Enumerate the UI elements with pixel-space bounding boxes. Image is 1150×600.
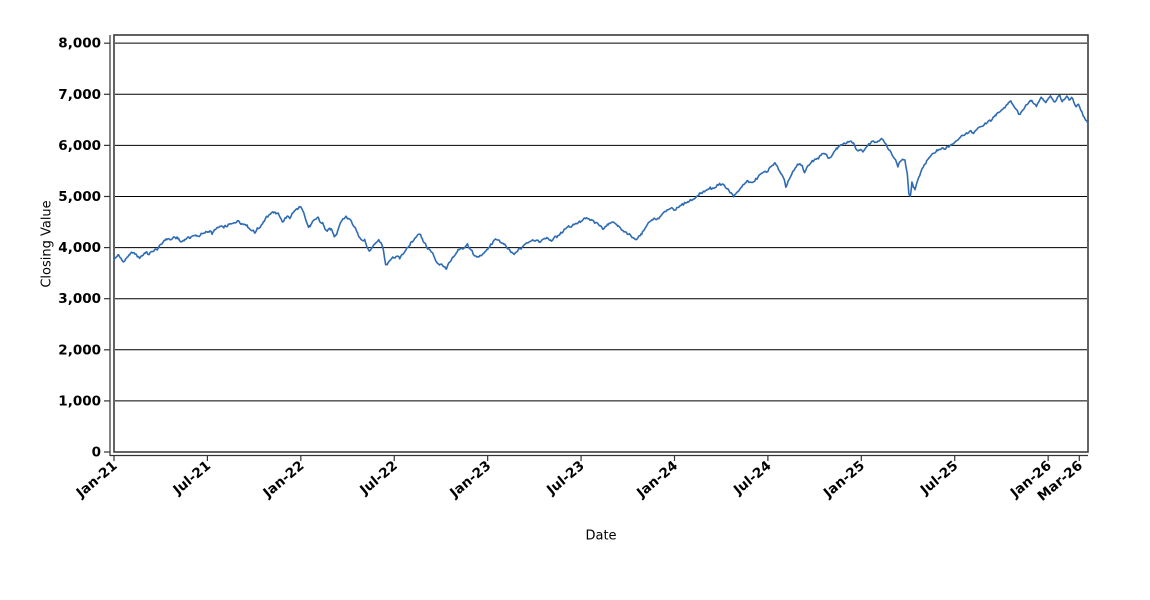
x-tick-label: Jul-24	[730, 458, 774, 499]
x-tick-label: Jan-22	[259, 458, 307, 502]
closing-value-series-line	[113, 94, 1089, 270]
plot-frame	[113, 34, 1089, 453]
x-tick-label: Jul-25	[917, 458, 961, 499]
y-tick-label: 3,000	[58, 291, 101, 307]
x-tick-label: Jan-25	[820, 458, 868, 502]
y-tick-label: 4,000	[58, 240, 101, 256]
y-tick-label: 5,000	[58, 189, 101, 205]
x-axis-title: Date	[585, 528, 617, 544]
y-tick-label: 6,000	[58, 138, 101, 154]
x-tick-label: Jan-23	[446, 458, 494, 502]
x-tick-label: Jul-23	[543, 458, 587, 499]
y-axis-title: Closing Value	[39, 200, 55, 288]
y-tick-label: 2,000	[58, 342, 101, 358]
y-tick-label: 1,000	[58, 393, 101, 409]
x-tick-label: Jul-22	[356, 458, 400, 499]
y-tick-label: 0	[92, 445, 101, 461]
x-tick-label: Jan-21	[73, 458, 121, 502]
y-tick-label: 8,000	[58, 36, 101, 52]
x-tick-label: Jul-21	[169, 458, 213, 499]
x-tick-label: Jan-24	[633, 458, 681, 502]
y-tick-label: 7,000	[58, 87, 101, 103]
